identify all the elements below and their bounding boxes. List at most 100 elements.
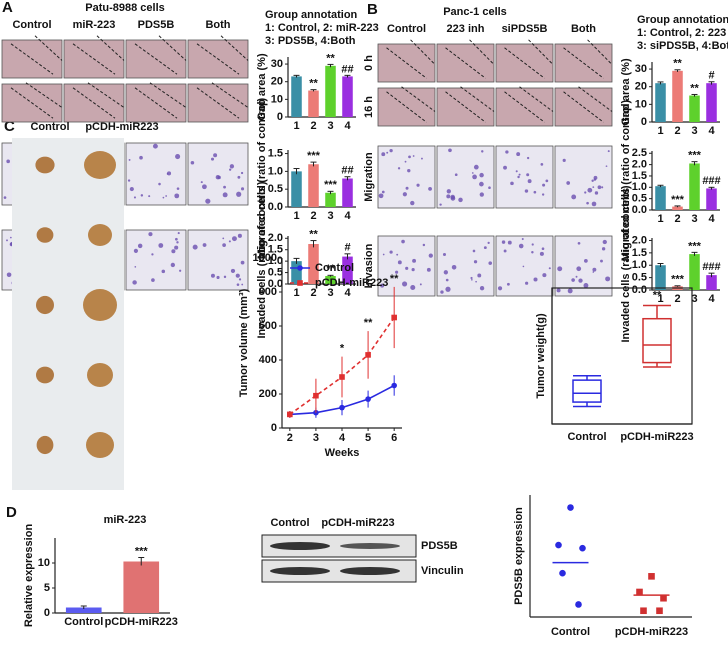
cell — [151, 253, 154, 256]
cell — [483, 246, 487, 250]
cell — [238, 278, 242, 281]
significance: ** — [364, 317, 373, 329]
x-tick-label: 3 — [691, 125, 697, 137]
micrograph — [125, 39, 187, 79]
cell — [428, 186, 432, 191]
cell — [127, 179, 131, 182]
cell — [458, 197, 463, 203]
column-label: siPDS5B — [502, 23, 548, 35]
cell — [179, 269, 182, 272]
point — [297, 280, 303, 286]
wound-edge — [504, 91, 545, 123]
tumor — [88, 224, 112, 246]
cell — [410, 200, 415, 206]
point — [636, 588, 643, 596]
cell — [541, 193, 545, 196]
y-axis-label: Invaded cells (ratio of control) — [256, 181, 268, 338]
cell — [571, 278, 575, 282]
wound-edge — [445, 91, 486, 123]
cell — [380, 283, 385, 288]
cell — [205, 198, 211, 204]
wound-edge — [196, 87, 240, 119]
cell — [176, 187, 180, 190]
cell — [381, 190, 385, 194]
point — [313, 392, 319, 399]
point — [339, 404, 345, 411]
x-tick-label: pCDH-miR223 — [105, 616, 178, 628]
panel-label: C — [4, 118, 15, 135]
cell — [587, 187, 593, 193]
cell — [411, 268, 415, 272]
significance: *** — [671, 194, 685, 206]
wound-edge — [578, 86, 613, 112]
y-tick-label: 200 — [259, 388, 277, 400]
blot-row-label: Vinculin — [421, 565, 464, 577]
x-tick-label: 2 — [674, 293, 680, 305]
cell — [454, 173, 458, 177]
y-tick-label: 600 — [259, 320, 277, 332]
bar — [706, 188, 717, 210]
cell — [217, 175, 221, 180]
row-label: Invasion — [363, 243, 375, 288]
group-annotation: 1: Control, 2: 223 inh — [637, 27, 728, 39]
bar — [689, 254, 700, 290]
wound-edge — [401, 86, 436, 112]
cell — [6, 272, 12, 278]
cell — [10, 236, 12, 239]
point — [365, 352, 371, 358]
cell — [541, 247, 545, 251]
wound-edge — [469, 39, 495, 65]
significance: * — [340, 343, 345, 355]
bar — [706, 83, 717, 122]
cell — [132, 280, 137, 285]
cell — [510, 181, 514, 186]
y-tick-label: 2.0 — [632, 234, 647, 246]
point — [365, 396, 371, 402]
x-tick-label: 3 — [327, 210, 333, 222]
cell — [505, 150, 509, 154]
cell — [412, 155, 415, 157]
y-axis-label: Tumor weight(g) — [535, 313, 547, 399]
x-tick-label: 2 — [310, 287, 316, 299]
y-tick-label: 30 — [271, 58, 283, 70]
cell — [578, 278, 583, 283]
point — [559, 569, 566, 577]
wound-edge — [410, 39, 436, 65]
cell — [382, 253, 385, 256]
cell — [516, 152, 521, 157]
cell — [562, 158, 566, 162]
cell — [210, 157, 215, 161]
micrograph — [436, 235, 495, 297]
wound-edge — [134, 87, 178, 119]
cell — [525, 281, 529, 285]
cell — [548, 267, 551, 270]
panel-label: D — [6, 504, 17, 521]
cell — [517, 175, 520, 179]
cell — [501, 240, 506, 244]
blot-column-label: Control — [270, 517, 309, 529]
wound-edge — [528, 39, 554, 65]
wound-edge — [386, 47, 427, 79]
cell — [158, 182, 161, 186]
cell — [446, 189, 451, 194]
x-tick-label: 3 — [691, 213, 697, 225]
y-tick-label: 0.5 — [268, 266, 283, 278]
bar — [308, 244, 319, 284]
cell — [533, 190, 537, 194]
x-tick-label: 4 — [708, 293, 715, 305]
cell — [402, 281, 408, 287]
cell — [236, 191, 242, 197]
significance: ** — [690, 82, 699, 94]
cell — [229, 168, 232, 171]
cell — [222, 243, 226, 247]
bar — [291, 261, 302, 284]
cell — [479, 181, 484, 187]
significance: ** — [326, 263, 335, 275]
cell — [137, 243, 143, 249]
wound-edge — [504, 47, 545, 79]
row-label: 16 h — [363, 96, 375, 118]
bar — [325, 276, 336, 284]
cell — [527, 179, 532, 184]
cell — [487, 241, 490, 245]
significance: ### — [702, 261, 720, 273]
